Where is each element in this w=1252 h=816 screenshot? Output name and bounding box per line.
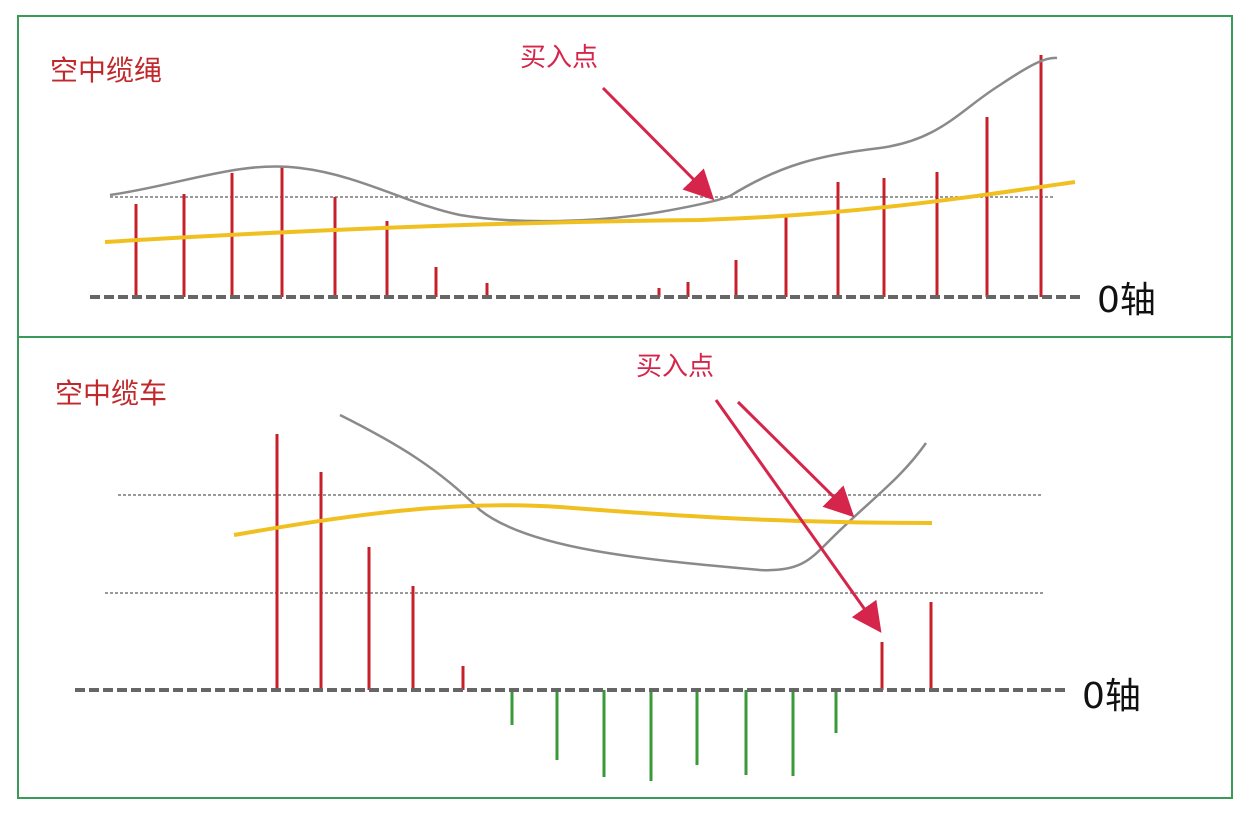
dif-line: [109, 56, 1058, 223]
annotation: 买入点: [520, 43, 598, 73]
panel-1: 空中缆绳 买入点 0轴: [50, 43, 1156, 321]
annotation: 买入点: [636, 352, 714, 382]
dea-line: [233, 503, 933, 537]
arrow: [736, 400, 855, 518]
frame: [17, 15, 1233, 799]
panel-title: 空中缆车: [55, 377, 167, 410]
dif-line: [339, 413, 928, 572]
panel-title: 空中缆绳: [50, 54, 162, 87]
arrow: [714, 399, 882, 633]
axis-label: 0轴: [1097, 280, 1156, 321]
panel-2: 空中缆车 买入点 0轴: [55, 352, 1141, 781]
axis-label: 0轴: [1082, 676, 1141, 717]
arrow: [601, 86, 715, 201]
dea-line: [104, 180, 1076, 244]
histogram: [275, 434, 933, 781]
histogram: [134, 55, 1043, 297]
